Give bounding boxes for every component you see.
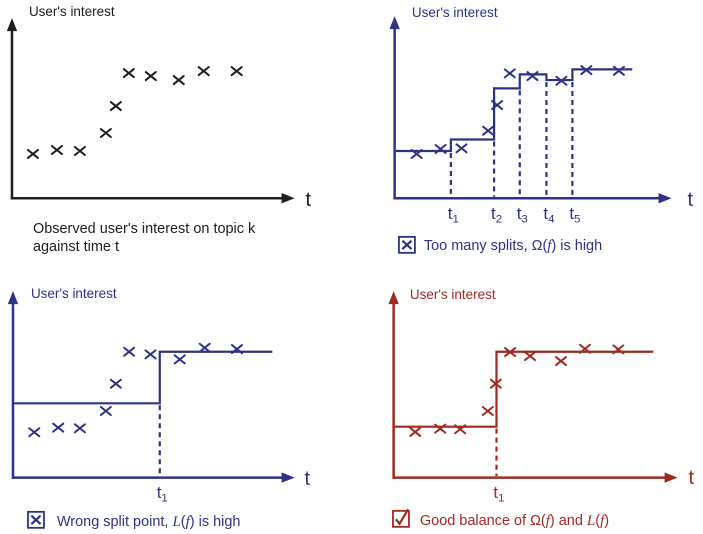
plot-observed: User's interest t Observed user's interest… — [6, 4, 312, 255]
panel-good-balance: User's interest t t1 Good balance of Ω(f) a… — [352, 267, 703, 534]
caption-text: against time t — [33, 239, 119, 255]
plot-too-many-splits: User's interest t t1 t2 t3 t4 t5 Too many split… — [388, 5, 693, 254]
step-function-line — [393, 350, 653, 428]
split-tick-label: t3 — [516, 204, 527, 225]
caption-text: Good balance of Ω(f) and L(f) — [419, 513, 608, 529]
plot-good-balance: User's interest t t1 Good balance of Ω(f) a… — [387, 287, 694, 529]
crossed-box-icon — [397, 235, 416, 254]
y-axis-title: User's interest — [31, 286, 117, 301]
scatter-x-marks — [28, 342, 243, 438]
panel-wrong-split-point: User's interest t t1 Wrong split point, L(f… — [0, 267, 352, 534]
x-axis-arrow-icon — [664, 472, 678, 483]
split-tick-label: t1 — [157, 483, 168, 504]
check-glyph-icon — [394, 508, 409, 526]
x-axis-title: t — [688, 467, 694, 489]
panel-too-many-splits: User's interest t t1 t2 t3 t4 t5 Too many split… — [352, 0, 703, 267]
y-axis-arrow-icon — [6, 18, 18, 32]
x-axis-title: t — [306, 189, 312, 211]
x-axis-arrow-icon — [281, 472, 295, 483]
x-axis-title: t — [305, 468, 311, 490]
split-tick-label: t1 — [493, 483, 504, 504]
y-axis-arrow-icon — [7, 291, 19, 305]
split-tick-label: t2 — [491, 204, 502, 225]
caption-text: Too many splits, Ω(f) is high — [423, 238, 601, 254]
x-axis-arrow-icon — [658, 193, 672, 204]
split-tick-label: t1 — [447, 204, 458, 225]
y-axis-arrow-icon — [388, 16, 400, 30]
crossed-box-icon — [27, 510, 45, 529]
scatter-x-marks — [410, 65, 625, 159]
y-axis-arrow-icon — [387, 291, 399, 305]
y-axis-title: User's interest — [411, 5, 497, 20]
step-function-line — [12, 350, 273, 405]
y-axis-title: User's interest — [409, 287, 495, 302]
checked-box-icon — [391, 509, 410, 528]
caption-text: Observed user's interest on topic k — [33, 221, 256, 237]
x-glyph-icon — [401, 239, 412, 250]
step-function-line — [394, 68, 632, 153]
scatter-x-marks — [408, 343, 624, 437]
split-tick-label: t4 — [543, 204, 555, 225]
x-glyph-icon — [30, 514, 42, 525]
scatter-x-marks — [26, 66, 243, 159]
plot-wrong-split-point: User's interest t t1 Wrong split point, L(f… — [7, 286, 311, 530]
caption-text: Wrong split point, L(f) is high — [57, 514, 241, 530]
panel-observed: User's interest t Observed user's interest… — [0, 0, 352, 267]
split-tick-label: t5 — [569, 204, 580, 225]
x-axis-title: t — [687, 189, 693, 211]
x-axis-arrow-icon — [281, 193, 295, 204]
y-axis-title: User's interest — [29, 4, 115, 19]
